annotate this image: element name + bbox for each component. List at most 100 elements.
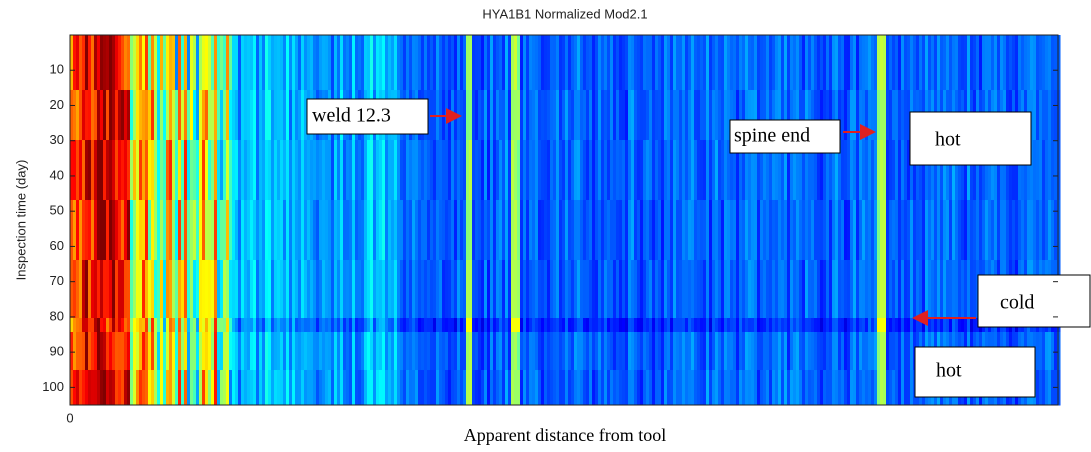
heatmap-cell [343, 200, 347, 261]
heatmap-cell [811, 318, 815, 333]
heatmap-cell [481, 90, 485, 141]
heatmap-cell [712, 90, 716, 141]
heatmap-cell [787, 200, 791, 261]
heatmap-cell [76, 35, 80, 91]
heatmap-cell [316, 318, 320, 333]
heatmap [70, 35, 1061, 406]
heatmap-cell [103, 35, 107, 91]
heatmap-cell [955, 318, 959, 333]
heatmap-cell [370, 200, 374, 261]
heatmap-cell [460, 260, 464, 319]
heatmap-cell [142, 332, 146, 371]
heatmap-cell [625, 332, 629, 371]
heatmap-cell [226, 200, 230, 261]
heatmap-cell [979, 140, 983, 201]
heatmap-cell [655, 332, 659, 371]
heatmap-cell [475, 260, 479, 319]
heatmap-cell [82, 140, 86, 201]
heatmap-cell [397, 318, 401, 333]
heatmap-cell [670, 35, 674, 91]
heatmap-cell [937, 260, 941, 319]
heatmap-cell [442, 200, 446, 261]
heatmap-cell [901, 200, 905, 261]
heatmap-cell [601, 35, 605, 91]
heatmap-cell [256, 140, 260, 201]
heatmap-cell [562, 318, 566, 333]
heatmap-cell [439, 140, 443, 201]
heatmap-cell [397, 35, 401, 91]
heatmap-cell [211, 318, 215, 333]
heatmap-cell [823, 318, 827, 333]
heatmap-cell [547, 318, 551, 333]
heatmap-cell [904, 140, 908, 201]
heatmap-cell [106, 332, 110, 371]
heatmap-cell [391, 332, 395, 371]
heatmap-cell [562, 370, 566, 406]
heatmap-cell [148, 35, 152, 91]
heatmap-cell [295, 140, 299, 201]
heatmap-cell [835, 35, 839, 91]
heatmap-cell [523, 332, 527, 371]
heatmap-cell [871, 90, 875, 141]
heatmap-cell [592, 260, 596, 319]
heatmap-cell [1027, 140, 1031, 201]
heatmap-cell [724, 200, 728, 261]
heatmap-cell [613, 200, 617, 261]
heatmap-cell [424, 260, 428, 319]
heatmap-cell [190, 200, 194, 261]
heatmap-cell [535, 332, 539, 371]
heatmap-cell [136, 140, 140, 201]
heatmap-cell [1057, 35, 1061, 91]
heatmap-cell [679, 260, 683, 319]
heatmap-cell [403, 260, 407, 319]
heatmap-cell [415, 260, 419, 319]
heatmap-cell [1012, 35, 1016, 91]
heatmap-cell [853, 35, 857, 91]
heatmap-cell [352, 318, 356, 333]
heatmap-cell [766, 370, 770, 406]
heatmap-cell [121, 90, 125, 141]
heatmap-cell [1051, 140, 1055, 201]
heatmap-cell [928, 260, 932, 319]
heatmap-cell [523, 35, 527, 91]
heatmap-cell [946, 260, 950, 319]
heatmap-cell [151, 90, 155, 141]
heatmap-cell [598, 200, 602, 261]
heatmap-cell [631, 200, 635, 261]
heatmap-cell [526, 260, 530, 319]
heatmap-cell [142, 35, 146, 91]
heatmap-cell [820, 200, 824, 261]
x-axis-label: Apparent distance from tool [464, 425, 666, 445]
heatmap-cell [946, 318, 950, 333]
annotation-hot-bottom: hot [914, 346, 1036, 398]
heatmap-cell [211, 200, 215, 261]
heatmap-cell [871, 260, 875, 319]
heatmap-cell [676, 140, 680, 201]
heatmap-cell [133, 90, 137, 141]
heatmap-cell [232, 90, 236, 141]
heatmap-cell [421, 318, 425, 333]
heatmap-cell [916, 318, 920, 333]
heatmap-cell [193, 370, 197, 406]
heatmap-cell [304, 332, 308, 371]
heatmap-cell [910, 260, 914, 319]
heatmap-cell [532, 90, 536, 141]
heatmap-cell [502, 90, 506, 141]
heatmap-cell [418, 140, 422, 201]
heatmap-cell [169, 140, 173, 201]
heatmap-cell [586, 370, 590, 406]
heatmap-cell [508, 370, 512, 406]
heatmap-cell [478, 90, 482, 141]
heatmap-cell [772, 140, 776, 201]
heatmap-cell [76, 90, 80, 141]
heatmap-cell [139, 318, 143, 333]
heatmap-cell [517, 260, 521, 319]
heatmap-cell [805, 260, 809, 319]
heatmap-cell [442, 35, 446, 91]
heatmap-cell [742, 370, 746, 406]
heatmap-cell [1036, 370, 1040, 406]
heatmap-cell [745, 90, 749, 141]
heatmap-cell [850, 35, 854, 91]
heatmap-cell [121, 332, 125, 371]
heatmap-cell [430, 35, 434, 91]
